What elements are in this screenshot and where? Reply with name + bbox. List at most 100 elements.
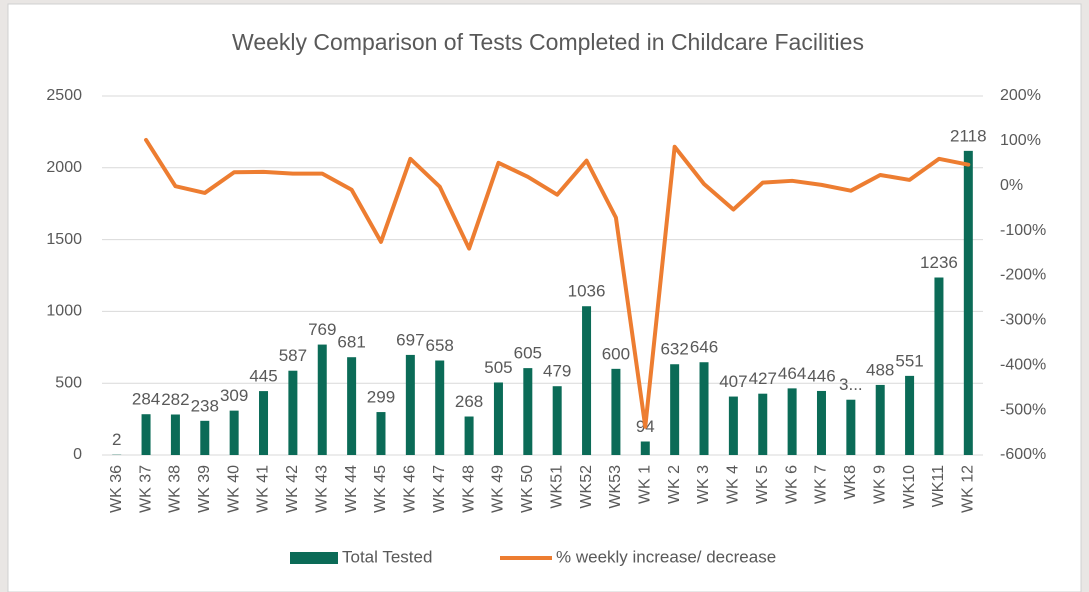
y-tick-label: 1000 — [46, 303, 82, 320]
data-label: 587 — [279, 346, 307, 365]
x-tick-label: WK 50 — [519, 465, 536, 513]
x-tick-label: WK 42 — [284, 465, 301, 513]
chart-frame — [7, 3, 1082, 592]
x-tick-label: WK 7 — [813, 465, 830, 504]
legend-swatch — [290, 552, 338, 564]
x-tick-label: WK 2 — [666, 465, 683, 504]
data-label: 284 — [132, 390, 160, 409]
bar — [963, 150, 973, 455]
x-tick-label: WK51 — [548, 465, 565, 509]
legend-label: % weekly increase/ decrease — [556, 547, 776, 566]
x-tick-label: WK53 — [607, 465, 624, 509]
data-label: 464 — [778, 364, 806, 383]
x-tick-label: WK 43 — [313, 465, 330, 513]
y2-tick-label: 100% — [1000, 132, 1041, 149]
x-tick-label: WK 12 — [960, 465, 977, 513]
bar — [670, 364, 680, 455]
data-label: 445 — [249, 367, 277, 386]
x-tick-label: WK 39 — [196, 465, 213, 513]
bar — [317, 344, 327, 455]
x-tick-label: WK 37 — [137, 465, 154, 513]
data-label: 488 — [866, 360, 894, 379]
chart-title: Weekly Comparison of Tests Completed in … — [232, 29, 864, 55]
x-tick-label: WK 48 — [460, 465, 477, 513]
data-label: 605 — [514, 344, 542, 363]
bar — [758, 393, 768, 455]
data-label: 697 — [396, 330, 424, 349]
bar — [846, 399, 856, 455]
data-label: 282 — [161, 390, 189, 409]
y-tick-label: 0 — [73, 446, 82, 463]
bar — [816, 390, 826, 455]
y2-tick-label: -100% — [1000, 222, 1046, 239]
data-label: 2 — [112, 430, 121, 449]
x-tick-label: WK 47 — [431, 465, 448, 513]
bar — [435, 360, 445, 455]
bar — [728, 396, 738, 455]
data-label: 238 — [191, 396, 219, 415]
bar — [376, 412, 386, 455]
bar — [141, 414, 151, 455]
y-tick-label: 2500 — [46, 87, 82, 104]
data-label: 3... — [839, 375, 863, 394]
x-tick-label: WK 1 — [637, 465, 654, 504]
bar — [582, 306, 592, 455]
x-tick-label: WK11 — [930, 465, 947, 507]
x-tick-label: WK 44 — [343, 465, 360, 513]
data-label: 600 — [602, 344, 630, 363]
x-tick-label: WK 9 — [871, 465, 888, 504]
data-label: 309 — [220, 386, 248, 405]
x-tick-label: WK 38 — [167, 465, 184, 513]
bar — [288, 370, 298, 455]
bar — [493, 382, 503, 455]
y2-tick-label: -500% — [1000, 401, 1046, 418]
data-label: 632 — [660, 340, 688, 359]
bar — [875, 384, 885, 455]
x-tick-label: WK 6 — [783, 465, 800, 504]
y-tick-label: 1500 — [46, 231, 82, 248]
data-label: 1236 — [920, 253, 958, 272]
x-tick-label: WK10 — [901, 465, 918, 509]
data-label: 551 — [895, 351, 923, 370]
data-label: 268 — [455, 392, 483, 411]
bar — [347, 357, 357, 455]
x-tick-label: WK 45 — [372, 465, 389, 513]
x-tick-label: WK 36 — [108, 465, 125, 513]
y-tick-label: 500 — [55, 374, 82, 391]
bar — [523, 368, 533, 455]
y2-tick-label: 200% — [1000, 87, 1041, 104]
y2-tick-label: -200% — [1000, 267, 1046, 284]
bar — [640, 441, 650, 455]
x-tick-label: WK 5 — [754, 465, 771, 504]
x-tick-label: WK 40 — [225, 465, 242, 513]
data-label: 479 — [543, 362, 571, 381]
x-tick-label: WK52 — [578, 465, 595, 509]
bar — [464, 416, 474, 455]
bar — [405, 354, 415, 455]
x-tick-label: WK8 — [842, 465, 859, 500]
bar — [611, 368, 621, 455]
bar — [699, 362, 709, 455]
data-label: 658 — [426, 336, 454, 355]
data-label: 2118 — [950, 126, 987, 145]
y-tick-label: 2000 — [46, 159, 82, 176]
bar — [170, 414, 180, 455]
data-label: 446 — [807, 366, 835, 385]
y2-tick-label: -300% — [1000, 312, 1046, 329]
line — [144, 137, 971, 429]
data-label: 1036 — [568, 282, 606, 301]
data-label: 407 — [719, 372, 747, 391]
y2-tick-label: -400% — [1000, 356, 1046, 373]
legend-label: Total Tested — [342, 547, 432, 566]
y2-tick-label: 0% — [1000, 177, 1023, 194]
bar — [787, 388, 797, 455]
data-label: 681 — [337, 333, 365, 352]
bar — [934, 277, 944, 455]
x-tick-label: WK 41 — [255, 465, 272, 513]
y2-tick-label: -600% — [1000, 446, 1046, 463]
bar — [229, 410, 239, 455]
data-label: 769 — [308, 320, 336, 339]
x-tick-label: WK 49 — [490, 465, 507, 513]
data-label: 646 — [690, 338, 718, 357]
